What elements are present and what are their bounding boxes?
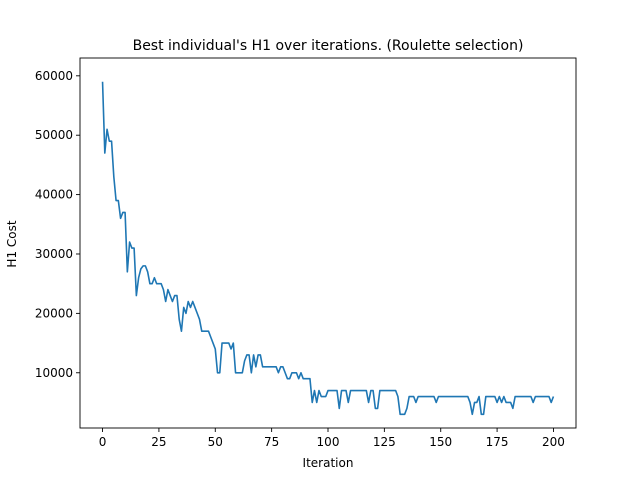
- x-tick-label: 100: [317, 435, 340, 449]
- x-tick-label: 75: [264, 435, 279, 449]
- y-tick-label: 20000: [35, 306, 73, 320]
- x-tick-label: 50: [208, 435, 223, 449]
- series-line: [101, 81, 555, 416]
- plot-area: 0 25 50 75 100 125 150 175 200 10000 20000 30000 400…: [35, 57, 577, 449]
- y-tick-label: 10000: [35, 366, 73, 380]
- x-tick-label: 125: [373, 435, 396, 449]
- y-tick-label: 50000: [35, 128, 73, 142]
- x-tick-label: 25: [151, 435, 166, 449]
- x-tick-label: 0: [99, 435, 107, 449]
- x-tick-label: 175: [486, 435, 509, 449]
- x-tick-label: 200: [542, 435, 565, 449]
- chart-title: Best individual's H1 over iterations. (R…: [133, 38, 524, 54]
- y-tick-label: 60000: [35, 69, 73, 83]
- y-axis-label: H1 Cost: [5, 220, 19, 267]
- x-tick-label: 150: [429, 435, 452, 449]
- x-axis-label: Iteration: [303, 456, 354, 470]
- y-tick-label: 30000: [35, 247, 73, 261]
- y-tick-label: 40000: [35, 188, 73, 202]
